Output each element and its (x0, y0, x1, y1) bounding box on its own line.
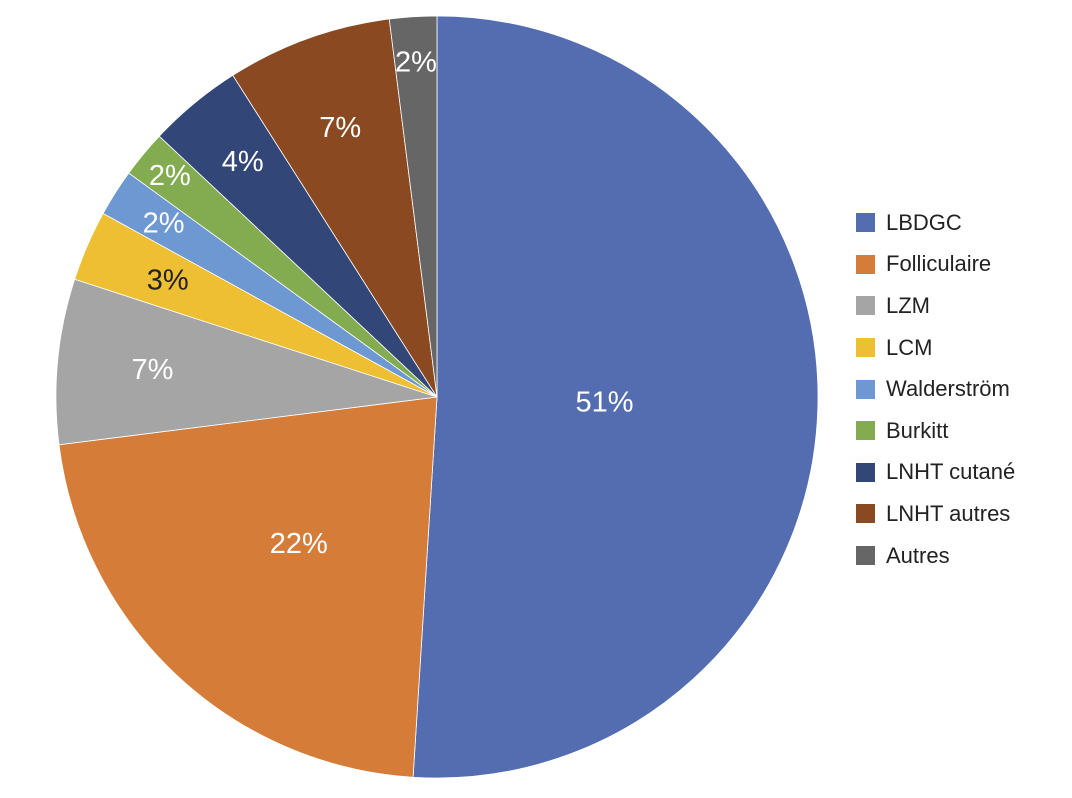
legend-swatch (856, 296, 875, 316)
legend-item-lnht-cutane: LNHT cutané (856, 458, 1015, 500)
legend-label: LCM (886, 334, 933, 360)
legend-swatch (856, 462, 875, 482)
legend-swatch (856, 421, 875, 441)
legend-item-lcm: LCM (856, 333, 1015, 375)
data-label-lcm: 3% (147, 264, 189, 296)
legend: LBDGC Folliculaire LZM LCM Walderström Burkit… (856, 208, 1015, 582)
data-label-folliculaire: 22% (270, 528, 328, 560)
legend-swatch (856, 379, 875, 399)
legend-item-lzm: LZM (856, 291, 1015, 333)
pie-slice-folliculaire (58, 396, 438, 778)
legend-label: LZM (886, 292, 930, 318)
legend-label: LNHT cutané (886, 459, 1016, 485)
legend-label: Autres (886, 542, 950, 568)
legend-item-lbdgc: LBDGC (856, 208, 1015, 250)
data-label-walderstrom: 2% (143, 207, 185, 239)
legend-item-burkitt: Burkitt (856, 416, 1015, 458)
legend-swatch (856, 254, 875, 274)
data-label-autres: 2% (395, 46, 437, 78)
legend-item-autres: Autres (856, 541, 1015, 583)
legend-item-walderstrom: Walderström (856, 374, 1015, 416)
legend-swatch (856, 338, 875, 358)
data-label-lnht-cutane: 4% (222, 146, 264, 178)
pie-slice-lnht-autres (232, 18, 438, 398)
legend-label: Folliculaire (886, 251, 992, 277)
pie-slice-lzm (55, 278, 438, 446)
legend-swatch (856, 504, 875, 524)
pie-slice-lbdgc (412, 15, 819, 779)
legend-label: LNHT autres (886, 500, 1011, 526)
legend-swatch (856, 546, 875, 566)
data-label-burkitt: 2% (149, 160, 191, 192)
legend-item-folliculaire: Folliculaire (856, 250, 1015, 292)
data-label-lnht-autres: 7% (319, 112, 361, 144)
pie-slice-autres (388, 15, 438, 398)
legend-item-lnht-autres: LNHT autres (856, 499, 1015, 541)
data-label-lbdgc: 51% (576, 386, 634, 418)
legend-label: LBDGC (886, 209, 962, 235)
data-label-lzm: 7% (132, 354, 174, 386)
legend-label: Walderström (886, 376, 1010, 402)
legend-swatch (856, 213, 875, 233)
legend-label: Burkitt (886, 417, 949, 443)
